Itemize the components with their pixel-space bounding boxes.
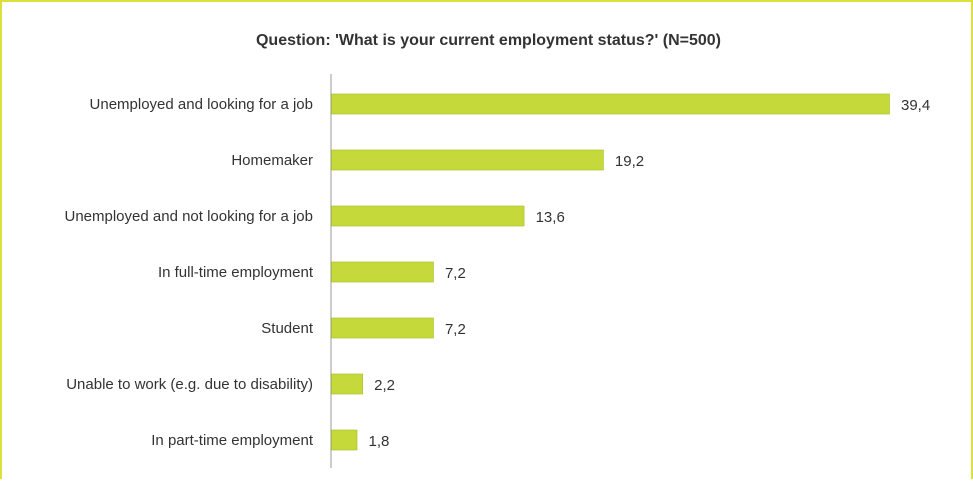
category-label: Unable to work (e.g. due to disability) — [66, 376, 313, 393]
chart-title: Question: 'What is your current employme… — [255, 32, 722, 49]
data-label: 7,2 — [445, 265, 466, 282]
category-label: Unemployed and not looking for a job — [65, 208, 314, 225]
bar — [331, 261, 434, 283]
data-label: 7,2 — [445, 321, 466, 338]
data-label: 19,2 — [615, 153, 644, 170]
bar — [331, 373, 363, 395]
bar — [331, 149, 604, 171]
data-label: 13,6 — [536, 209, 565, 226]
category-label: Unemployed and looking for a job — [90, 96, 313, 113]
bar — [331, 93, 890, 115]
category-label: In full-time employment — [158, 264, 314, 281]
data-label: 2,2 — [374, 377, 395, 394]
category-label: In part-time employment — [151, 432, 314, 449]
category-label: Student — [261, 320, 314, 337]
bar — [331, 205, 525, 227]
data-label: 39,4 — [901, 97, 930, 114]
bar — [331, 317, 434, 339]
bar — [331, 429, 358, 451]
category-label: Homemaker — [231, 152, 313, 169]
data-label: 1,8 — [368, 433, 389, 450]
